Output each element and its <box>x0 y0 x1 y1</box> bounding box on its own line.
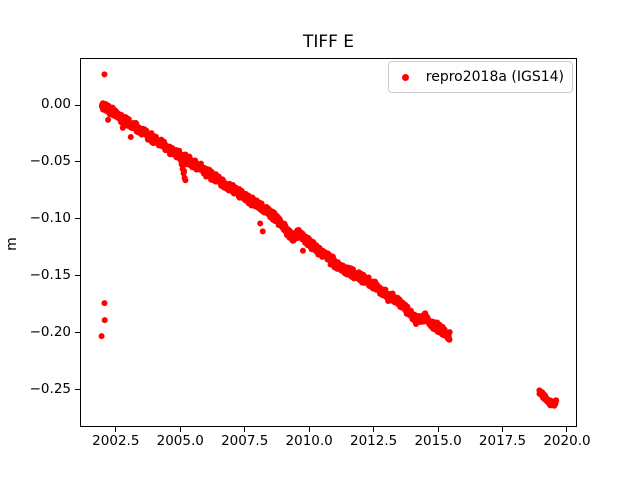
x-axis-tick <box>308 427 310 432</box>
x-tick-label: 2002.5 <box>92 433 140 449</box>
x-tick-label: 2020.0 <box>543 433 591 449</box>
x-tick-label: 2015.0 <box>414 433 462 449</box>
y-tick-label: −0.05 <box>29 152 71 169</box>
x-axis-tick <box>179 427 181 432</box>
y-tick-label: −0.20 <box>29 323 71 340</box>
x-tick-label: 2010.0 <box>285 433 333 449</box>
plot-area: repro2018a (IGS14) <box>80 58 577 427</box>
x-tick-label: 2005.0 <box>156 433 204 449</box>
x-axis-tick <box>566 427 568 432</box>
y-axis-tick <box>75 218 80 220</box>
x-axis-tick <box>502 427 504 432</box>
y-tick-label: −0.10 <box>29 209 71 226</box>
x-tick-label: 2007.5 <box>221 433 269 449</box>
x-axis-tick <box>244 427 246 432</box>
x-axis-tick <box>437 427 439 432</box>
y-axis-tick <box>75 104 80 106</box>
x-tick-label: 2012.5 <box>349 433 398 449</box>
y-tick-label: −0.15 <box>29 266 71 283</box>
x-axis-tick <box>115 427 117 432</box>
y-axis-label: m <box>4 237 20 251</box>
y-axis-tick <box>75 161 80 163</box>
x-axis-tick <box>373 427 375 432</box>
legend-dot-icon <box>401 73 409 81</box>
y-tick-label: −0.25 <box>29 380 71 397</box>
y-tick-label: 0.00 <box>40 96 71 113</box>
legend-label: repro2018a (IGS14) <box>425 69 564 85</box>
legend: repro2018a (IGS14) <box>387 61 573 93</box>
chart-title: TIFF E <box>302 32 355 52</box>
x-tick-label: 2017.5 <box>478 433 527 449</box>
scatter-canvas <box>98 71 560 409</box>
y-axis-tick <box>75 389 80 391</box>
y-axis-tick <box>75 275 80 277</box>
y-axis-tick <box>75 332 80 334</box>
